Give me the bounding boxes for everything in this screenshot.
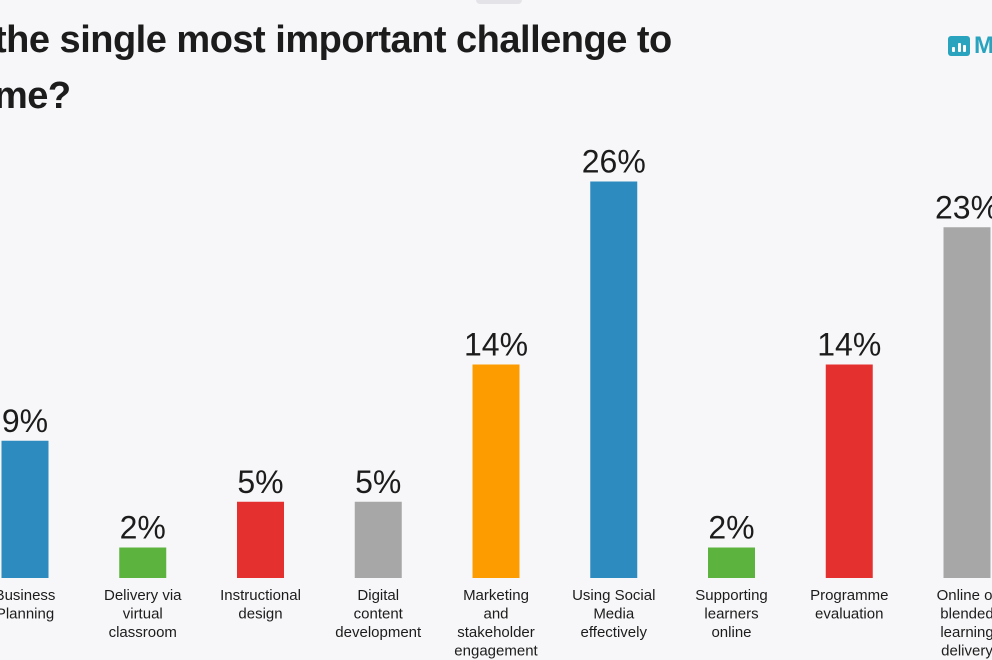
category-label-5: Marketing and stakeholder engagement (454, 587, 538, 660)
brand-text: M (974, 32, 992, 59)
bar-3 (237, 501, 284, 578)
category-label-3: Instructional design (220, 587, 301, 623)
category-label-line: Online or (937, 587, 992, 604)
category-label-line: virtual (123, 606, 163, 623)
category-label-line: effectively (581, 624, 648, 641)
poll-bars-icon (948, 36, 970, 56)
category-label-line: and (483, 606, 508, 623)
data-label-3: 5% (237, 464, 283, 500)
bar-6 (590, 181, 638, 578)
category-label-line: Digital (357, 587, 399, 604)
category-label-1: Business Planning (0, 587, 55, 623)
category-label-line: Delivery via (104, 587, 182, 604)
category-label-8: Programme evaluation (810, 587, 888, 623)
category-label-line: classroom (109, 624, 177, 641)
category-label-2: Delivery via virtual classroom (104, 587, 182, 641)
category-label-line: engagement (454, 643, 538, 660)
question-title-line-1: the single most important challenge to (0, 19, 672, 61)
category-label-7: Supporting learners online (695, 587, 768, 641)
category-label-line: blended (940, 606, 992, 623)
bar-1 (1, 440, 49, 578)
category-label-line: Media (593, 606, 635, 623)
category-label-line: development (335, 624, 422, 641)
category-label-6: Using Social Media effectively (572, 587, 655, 641)
bar-5 (472, 364, 520, 578)
category-label-line: learning (940, 624, 992, 641)
category-label-line: Instructional (220, 587, 301, 604)
category-label-4: Digital content development (335, 587, 422, 641)
data-label-7: 2% (708, 510, 754, 546)
bar-2 (119, 547, 167, 578)
category-label-line: design (238, 606, 282, 623)
data-label-9: 23% (935, 189, 992, 225)
category-label-line: Programme (810, 587, 888, 604)
bar-8 (825, 364, 873, 578)
category-label-line: content (354, 606, 404, 623)
data-label-1: 9% (2, 403, 48, 439)
top-handle (476, 0, 522, 4)
data-label-2: 2% (120, 510, 166, 546)
category-label-line: Planning (0, 606, 54, 623)
data-label-8: 14% (817, 327, 881, 363)
category-label-line: evaluation (815, 606, 883, 623)
data-label-6: 26% (582, 144, 646, 180)
category-label-line: learners (704, 606, 758, 623)
category-label-line: online (711, 624, 751, 641)
data-label-5: 14% (464, 327, 528, 363)
brand-logo: M (948, 32, 992, 59)
category-label-line: stakeholder (457, 624, 535, 641)
data-label-4: 5% (355, 464, 401, 500)
category-label-line: Marketing (463, 587, 529, 604)
bar-9 (943, 227, 991, 578)
category-label-line: Supporting (695, 587, 768, 604)
bar-4 (354, 501, 402, 578)
bar-7 (708, 547, 755, 578)
question-title: the single most important challenge to m… (0, 12, 774, 124)
category-label-line: Business (0, 587, 55, 604)
question-title-line-2: me? (0, 75, 71, 117)
category-label-line: delivery (941, 643, 992, 660)
category-label-9: Online or blended learning delivery (937, 587, 992, 660)
category-label-line: Using Social (572, 587, 655, 604)
